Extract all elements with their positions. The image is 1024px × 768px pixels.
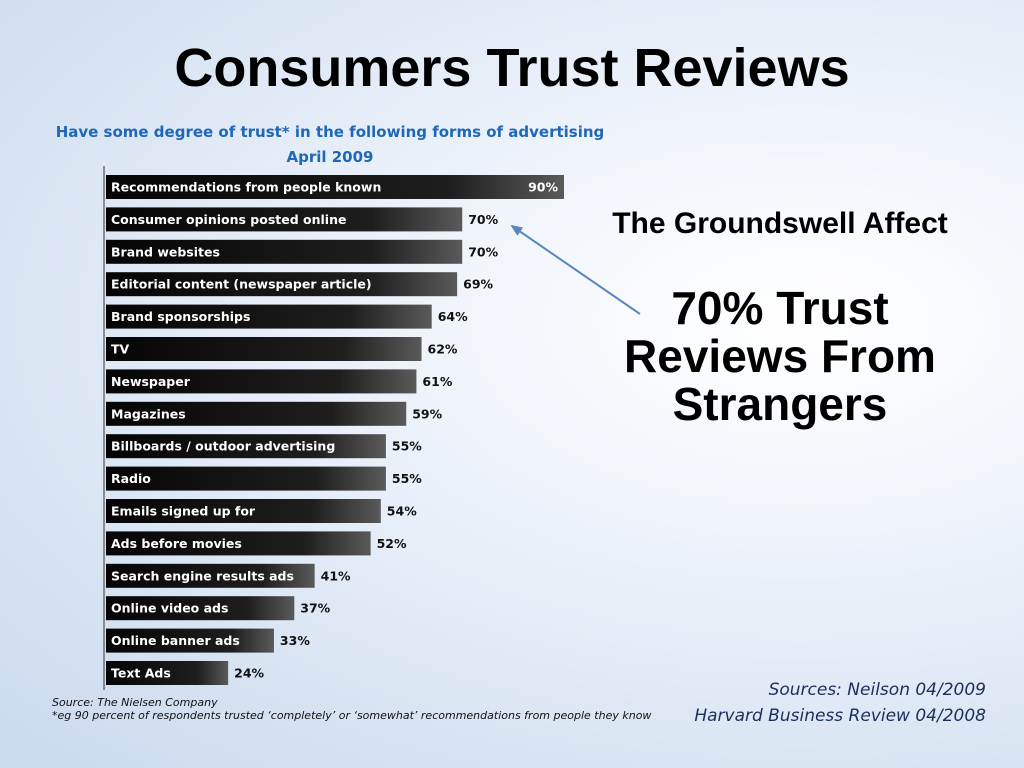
value-label-6: 61%	[422, 374, 452, 389]
value-label-4: 64%	[438, 309, 468, 324]
bar-2	[106, 239, 463, 264]
category-label-8: Billboards / outdoor advertising	[111, 439, 335, 454]
bar-4	[106, 304, 432, 329]
sources-line-2: Harvard Business Review 04/2008	[694, 706, 986, 726]
bar-7	[106, 401, 407, 426]
bar-13	[106, 596, 295, 621]
bar-3	[106, 272, 458, 297]
value-label-1: 70%	[468, 212, 498, 227]
callout-arrow	[510, 224, 641, 315]
callout-line-1: 70% Trust	[671, 282, 889, 334]
chart-source: Source: The Nielsen Company	[52, 696, 218, 709]
category-label-10: Emails signed up for	[111, 504, 256, 519]
category-label-9: Radio	[111, 471, 151, 486]
sources-line-1: Sources: Neilson 04/2009	[768, 680, 986, 700]
bar-5	[106, 337, 422, 361]
bar-14	[106, 628, 274, 653]
category-label-4: Brand sponsorships	[111, 309, 250, 324]
value-label-2: 70%	[468, 244, 498, 259]
chart-subtitle: April 2009	[286, 148, 374, 166]
value-label-3: 69%	[463, 277, 493, 292]
bar-10	[106, 499, 381, 523]
category-label-7: Magazines	[111, 406, 186, 421]
callout-line-3: Strangers	[672, 378, 888, 430]
callout-line-2: Reviews From	[624, 330, 936, 382]
value-label-15: 24%	[234, 666, 264, 681]
category-label-13: Online video ads	[111, 601, 228, 616]
value-label-0: 90%	[528, 180, 558, 195]
category-label-6: Newspaper	[111, 374, 191, 389]
bar-6	[106, 369, 417, 394]
bar-1	[106, 207, 463, 232]
bar-0	[106, 175, 564, 199]
category-label-15: Text Ads	[111, 666, 171, 681]
slide-title: Consumers Trust Reviews	[174, 38, 850, 98]
category-label-14: Online banner ads	[111, 633, 240, 648]
value-label-10: 54%	[387, 504, 417, 519]
bars-group: Recommendations from people known 90% Cons…	[106, 175, 564, 685]
value-label-14: 33%	[280, 633, 310, 648]
bar-12	[106, 563, 315, 588]
category-label-12: Search engine results ads	[111, 568, 294, 583]
bar-11	[106, 531, 371, 556]
bar-15	[106, 661, 229, 685]
category-label-3: Editorial content (newspaper article)	[111, 277, 372, 292]
value-label-12: 41%	[321, 568, 351, 583]
value-label-9: 55%	[392, 471, 422, 486]
chart-footnote: *eg 90 percent of respondents trusted ‘c…	[52, 709, 652, 722]
bar-8	[106, 434, 386, 459]
groundswell-heading: The Groundswell Affect	[612, 207, 948, 240]
category-label-11: Ads before movies	[111, 536, 242, 551]
chart-title: Have some degree of trust* in the follow…	[55, 123, 605, 141]
bar-9	[106, 466, 386, 491]
value-label-5: 62%	[428, 342, 458, 357]
category-label-2: Brand websites	[111, 244, 220, 259]
trust-callout: 70% Trust Reviews From Strangers	[580, 284, 980, 428]
category-label-1: Consumer opinions posted online	[111, 212, 346, 227]
value-label-13: 37%	[300, 601, 330, 616]
value-label-8: 55%	[392, 439, 422, 454]
category-label-5: TV	[111, 342, 130, 357]
value-label-11: 52%	[377, 536, 407, 551]
value-label-7: 59%	[412, 406, 442, 421]
category-label-0: Recommendations from people known	[111, 180, 381, 195]
